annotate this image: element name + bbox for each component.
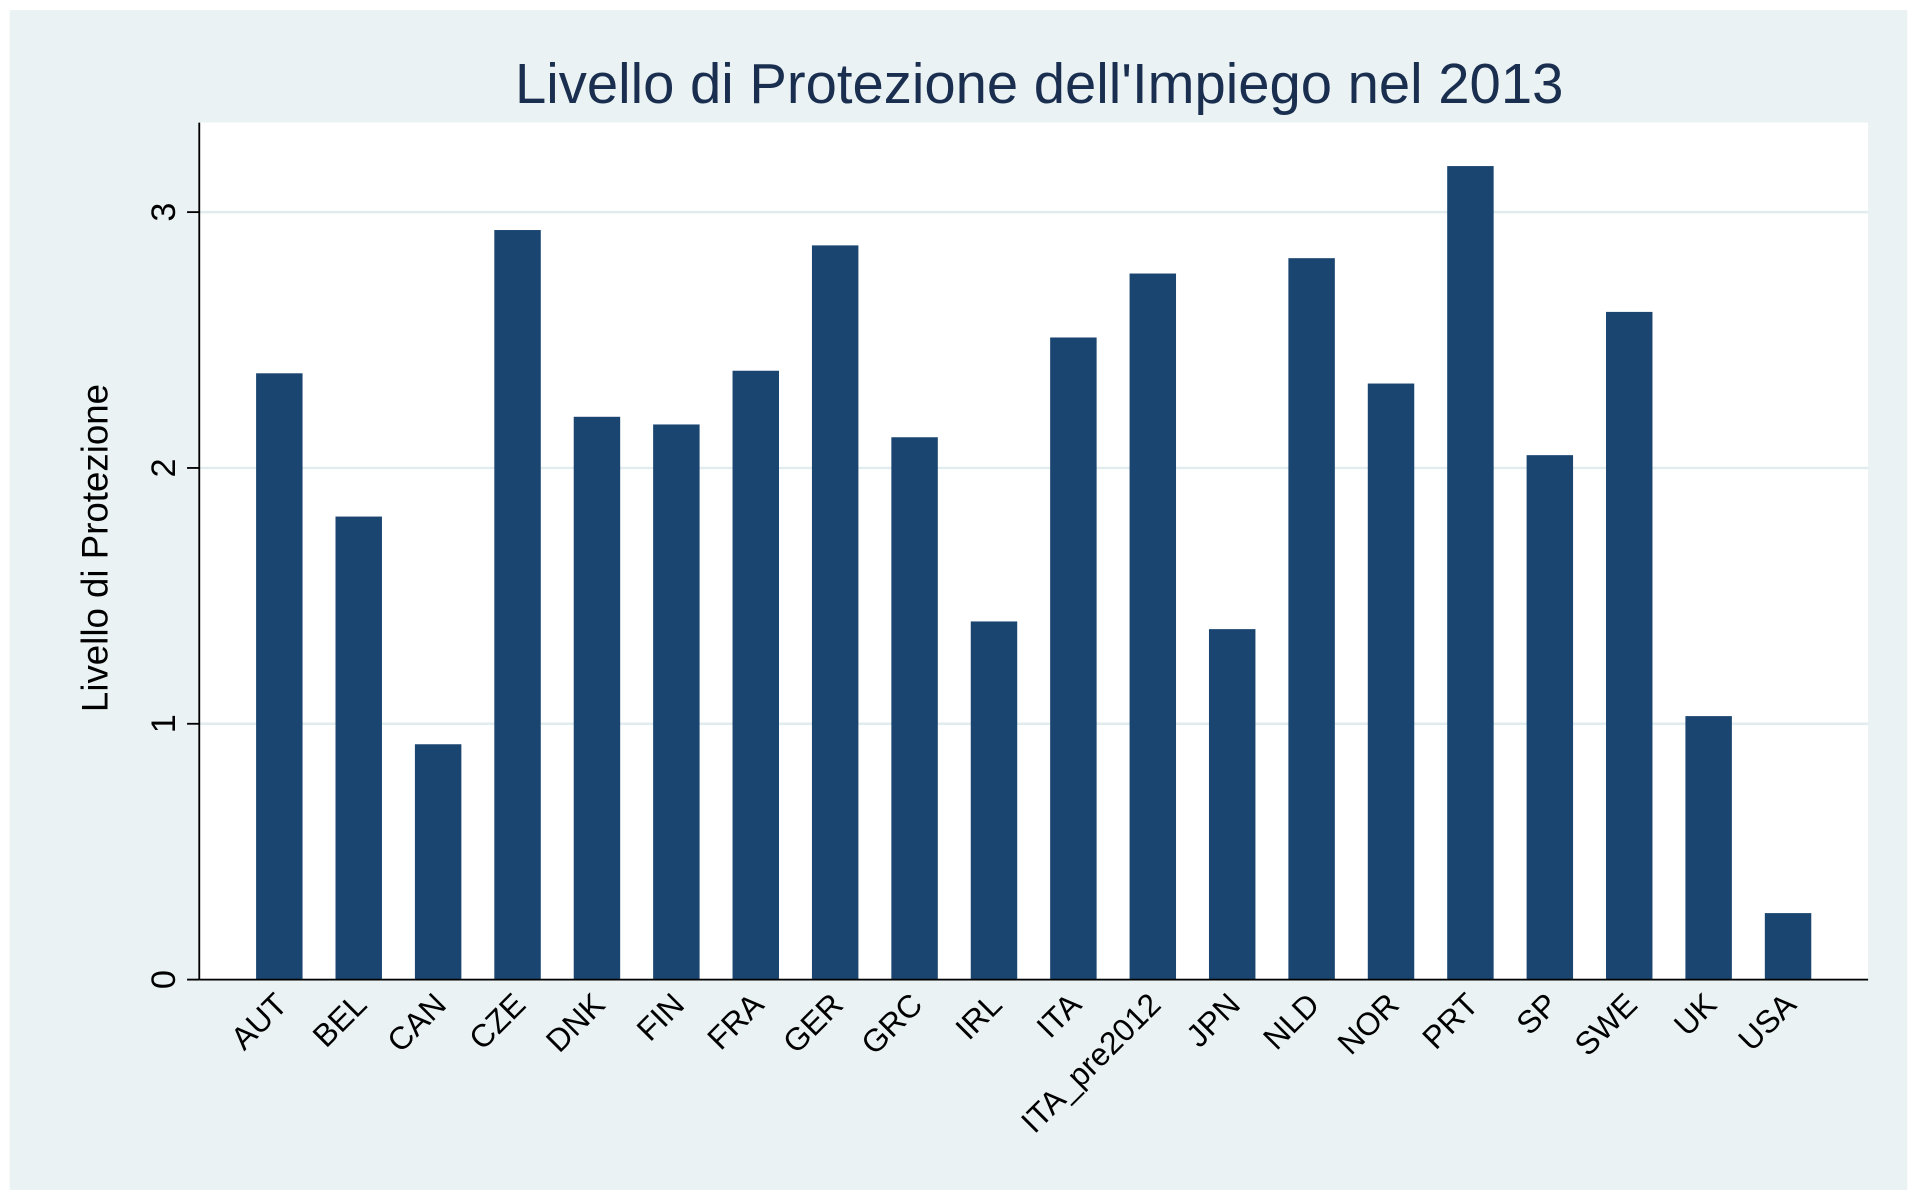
- bar: [970, 621, 1018, 980]
- bar: [494, 230, 541, 980]
- bar: [1208, 629, 1256, 980]
- chart-title: Livello di Protezione dell'Impiego nel 2…: [515, 52, 1563, 115]
- bar: [573, 416, 621, 980]
- y-axis-label: Livello di Protezione: [75, 384, 116, 712]
- y-tick-label: 2: [145, 458, 183, 477]
- bar: [653, 424, 700, 980]
- y-tick-label: 3: [145, 203, 183, 222]
- bar: [1129, 273, 1177, 980]
- bar: [1606, 311, 1653, 980]
- bar: [732, 370, 779, 980]
- bar: [335, 516, 382, 980]
- bar: [1685, 716, 1732, 980]
- bar: [414, 744, 462, 980]
- bar: [1764, 913, 1812, 980]
- bar: [1050, 337, 1097, 980]
- bar: [1447, 166, 1494, 980]
- y-tick-label: 1: [145, 714, 183, 733]
- bar: [1526, 455, 1574, 980]
- y-tick-label: 0: [145, 970, 183, 989]
- bar: [811, 245, 859, 980]
- bar: [1367, 383, 1415, 980]
- bar: [891, 437, 938, 980]
- bar: [256, 373, 303, 980]
- bar: [1288, 258, 1335, 980]
- plot-area: [199, 122, 1869, 980]
